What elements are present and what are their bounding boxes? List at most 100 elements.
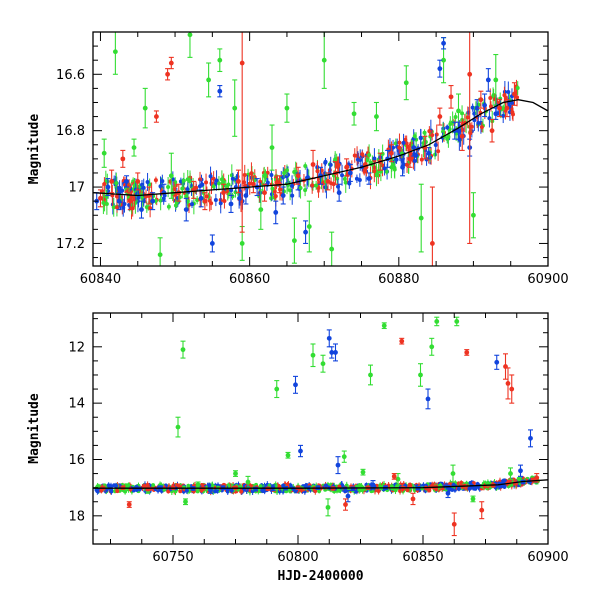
model-curve [93,479,548,489]
data-point [493,111,499,117]
top-series-0 [101,32,499,266]
cloud-point [506,90,511,95]
cloud-point [488,95,493,100]
data-point [451,521,457,527]
data-point [326,335,332,341]
data-point [504,105,510,111]
data-point [518,468,523,474]
cloud-point [204,194,209,199]
cloud-point [372,156,377,161]
cloud-point [305,175,310,180]
x-tick-label: 60900 [527,550,568,565]
cloud-point [136,195,141,200]
cloud-point [357,178,362,183]
cloud-point [115,489,120,494]
cloud-point [303,164,308,169]
data-point [258,207,264,213]
cloud-point [317,489,322,494]
cloud-point [419,157,424,162]
data-point [310,352,316,358]
cloud-point [427,129,432,134]
cloud-point [335,165,340,170]
cloud-point [115,205,120,210]
data-point [310,162,316,167]
cloud-point [151,483,156,488]
y-tick-label: 12 [68,340,85,355]
data-point [368,372,373,378]
data-point [388,150,394,156]
data-point [243,193,249,198]
data-point [285,452,291,458]
cloud-point [218,201,223,206]
cloud-point [117,188,122,193]
cloud-point [269,192,274,197]
data-point [131,145,137,150]
data-point [366,176,372,182]
y-tick-label: 18 [68,509,85,524]
data-point [321,57,327,63]
data-point [306,224,312,229]
x-tick-label: 60860 [229,272,270,287]
data-point [471,212,476,218]
data-point [183,499,188,505]
cloud-point [405,162,410,167]
data-point [168,173,174,179]
cloud-point [281,189,286,194]
data-point [467,71,473,77]
data-point [341,454,347,460]
x-tick-label: 60880 [378,272,419,287]
data-point [344,164,350,170]
y-tick-label: 14 [68,397,85,412]
data-point [198,195,204,201]
x-tick-label: 60750 [152,550,193,565]
cloud-point [258,179,263,184]
cloud-point [208,174,213,179]
data-point [124,179,129,184]
data-point [410,496,416,502]
data-point [146,193,152,198]
data-point [437,66,443,72]
cloud-point [160,179,165,184]
data-point [127,198,133,204]
cloud-point [180,186,185,191]
cloud-point [282,171,287,176]
cloud-point [111,205,116,210]
data-point [280,193,286,198]
data-point [325,504,331,510]
cloud-point [229,488,234,493]
cloud-point [448,121,453,126]
top-series-2 [97,32,517,266]
cloud-point [430,133,435,138]
data-point [534,475,540,481]
cloud-point [323,483,328,488]
top-plot-frame [92,31,549,267]
cloud-point [502,93,507,98]
data-point [109,179,115,184]
cloud-point [249,171,254,176]
data-point [426,150,432,156]
cloud-point [158,184,163,189]
data-point [221,190,226,196]
cloud-point [510,101,515,106]
data-point [509,386,515,392]
cloud-point [298,186,303,191]
data-point [470,496,476,502]
cloud-point [272,189,277,194]
data-point [112,49,118,55]
data-point [478,97,484,103]
cloud-point [288,483,293,488]
cloud-point [433,143,438,148]
data-point [145,486,151,492]
cloud-point [145,179,150,184]
cloud-point [195,198,200,203]
y-axis-label: Magnitude [27,393,42,464]
cloud-point [141,185,146,190]
cloud-point [418,136,423,141]
data-point [142,105,148,111]
cloud-point [355,153,360,158]
data-point [161,190,167,196]
cloud-point [114,483,119,488]
data-point [399,338,405,344]
cloud-point [445,125,450,130]
data-point [187,32,193,38]
